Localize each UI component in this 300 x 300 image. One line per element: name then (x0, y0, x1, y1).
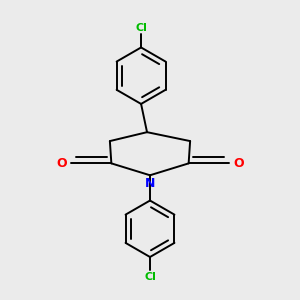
Text: Cl: Cl (144, 272, 156, 282)
Text: N: N (145, 177, 155, 190)
Text: Cl: Cl (135, 22, 147, 32)
Text: O: O (56, 157, 67, 170)
Text: O: O (233, 157, 244, 170)
